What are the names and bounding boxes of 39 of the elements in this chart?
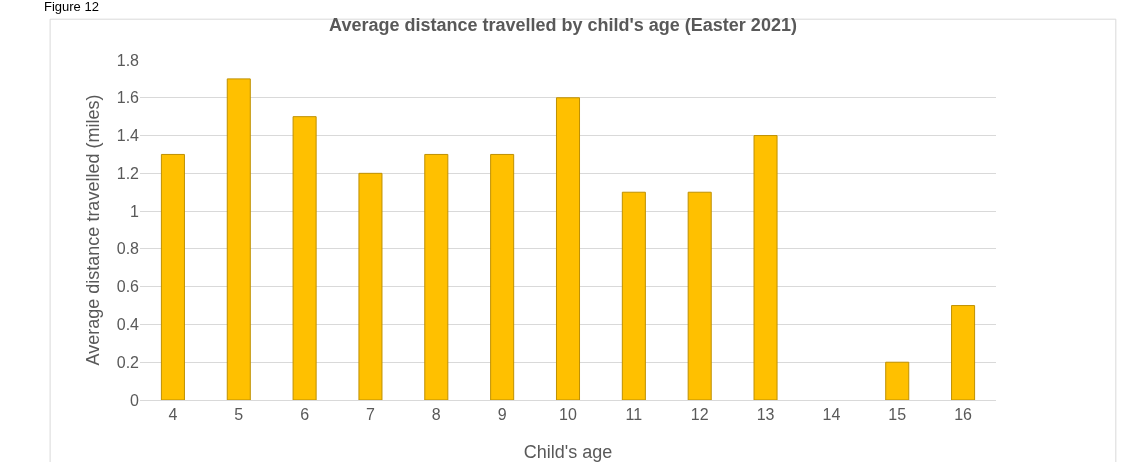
bar <box>424 153 449 400</box>
x-tick-label: 11 <box>625 406 643 424</box>
bar <box>490 153 515 400</box>
bar <box>621 191 646 400</box>
y-tick-label: 0.6 <box>116 278 140 296</box>
x-tick-label: 7 <box>366 406 376 424</box>
bar <box>687 191 712 400</box>
y-tick-label: 1.2 <box>116 164 140 182</box>
x-tick-label: 9 <box>497 406 507 424</box>
bar <box>358 172 383 400</box>
y-tick-label: 0 <box>130 391 140 409</box>
x-tick-label: 6 <box>300 406 310 424</box>
x-tick-label: 16 <box>954 406 973 424</box>
x-tick-label: 8 <box>431 406 441 424</box>
y-tick-label: 0.2 <box>116 353 140 371</box>
bar <box>226 78 251 400</box>
x-tick-label: 12 <box>690 406 709 424</box>
x-tick-label: 10 <box>559 406 577 424</box>
x-tick-label: 13 <box>756 406 775 424</box>
bar <box>555 97 581 400</box>
caption: Figure 12 <box>44 0 99 14</box>
y-tick-label: 1.4 <box>116 127 140 145</box>
x-tick-label: 15 <box>888 406 907 424</box>
x-tick-label: 14 <box>822 406 841 424</box>
bar <box>885 361 910 400</box>
x-tick-label: 5 <box>234 406 244 424</box>
bar <box>753 135 778 400</box>
y-tick-label: 1.8 <box>116 51 140 69</box>
y-axis-title: Average distance travelled (miles) <box>82 94 103 366</box>
y-tick-label: 0.4 <box>116 316 140 334</box>
y-tick-label: 1.6 <box>116 89 140 107</box>
y-tick-label: 1 <box>130 202 140 220</box>
chart-title: Average distance travelled by child's age (Easter 2021) <box>329 15 797 36</box>
x-tick-label: 4 <box>168 406 178 424</box>
x-axis-title: Child's age <box>523 442 613 462</box>
bar <box>160 153 185 400</box>
bar <box>292 116 317 400</box>
bar <box>951 305 976 400</box>
y-tick-label: 0.8 <box>116 240 140 258</box>
